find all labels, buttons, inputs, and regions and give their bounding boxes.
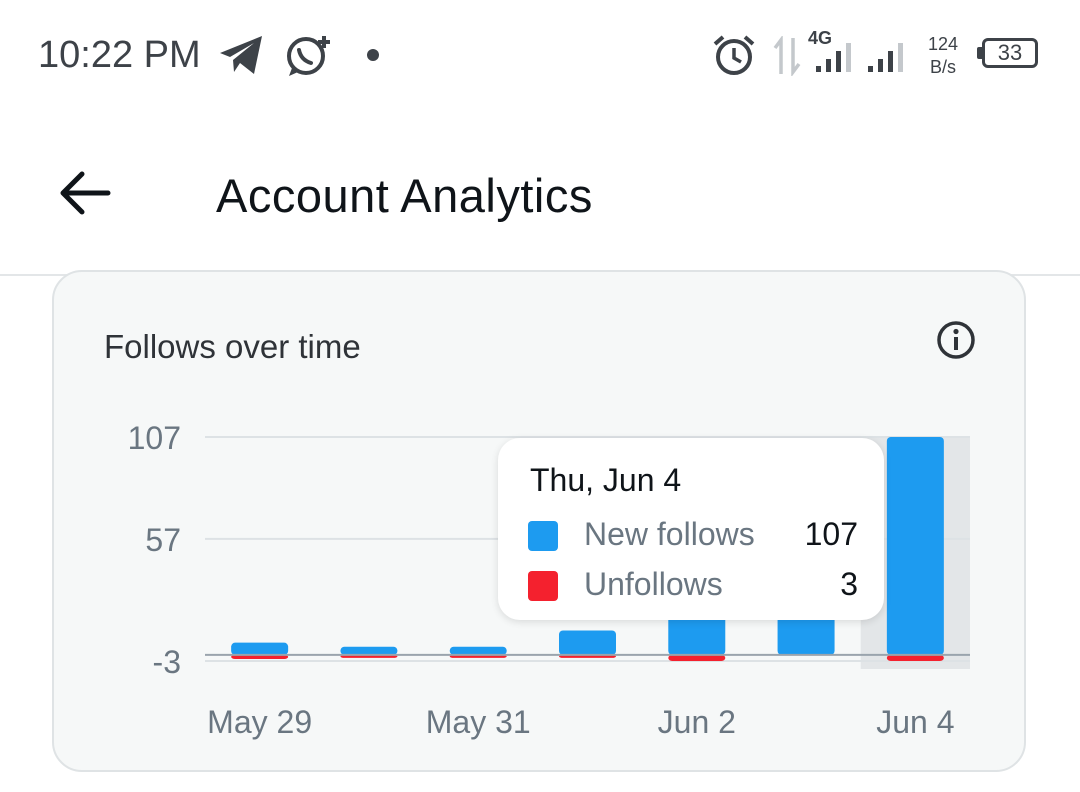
status-bar: 10:22 PM 4G 124 B/s 33 [0, 0, 1080, 110]
signal-strength-2-icon [868, 43, 903, 72]
alarm-icon [713, 35, 755, 75]
notification-dot-icon [367, 49, 379, 61]
new-follows-swatch [528, 521, 558, 551]
bar-new-follows [449, 646, 507, 655]
network-type-label: 4G [808, 28, 833, 48]
chart-tooltip: Thu, Jun 4 New follows 107 Unfollows 3 [498, 438, 884, 620]
bar-unfollows [668, 654, 726, 661]
info-icon[interactable] [936, 320, 976, 360]
network-speed-value: 124 [928, 34, 959, 54]
y-tick-label: -3 [153, 644, 181, 680]
x-tick-label: May 31 [426, 704, 531, 740]
battery-icon: 33 [982, 38, 1038, 68]
card-title: Follows over time [104, 328, 361, 365]
whatsapp-business-icon [287, 36, 330, 76]
back-arrow-icon[interactable] [56, 164, 114, 222]
telegram-icon [220, 36, 262, 74]
bar-unfollows [886, 654, 944, 661]
bar-unfollows [231, 654, 289, 659]
bar-new-follows [886, 437, 944, 655]
network-speed-unit: B/s [930, 57, 957, 77]
status-time: 10:22 PM [38, 34, 201, 76]
y-tick-label: 57 [145, 522, 181, 558]
tooltip-label-unfollows: Unfollows [584, 566, 723, 602]
bar-new-follows [231, 642, 289, 655]
tooltip-value-new-follows: 107 [804, 516, 858, 552]
tooltip-date: Thu, Jun 4 [530, 462, 682, 498]
x-tick-label: May 29 [207, 704, 312, 740]
tooltip-row-unfollows: Unfollows 3 [528, 566, 858, 606]
y-tick-label: 107 [128, 420, 181, 456]
bar-new-follows [559, 630, 616, 655]
tooltip-value-unfollows: 3 [840, 566, 858, 602]
tooltip-label-new-follows: New follows [584, 516, 755, 552]
x-tick-label: Jun 4 [876, 704, 954, 740]
data-transfer-icon [773, 36, 801, 76]
tooltip-row-new-follows: New follows 107 [528, 516, 858, 556]
x-tick-label: Jun 2 [658, 704, 736, 740]
signal-strength-icon [816, 43, 851, 72]
unfollows-swatch [528, 571, 558, 601]
page-title: Account Analytics [216, 169, 593, 222]
bar-new-follows [340, 646, 398, 655]
battery-level: 33 [997, 40, 1023, 65]
battery-tip [977, 47, 982, 59]
